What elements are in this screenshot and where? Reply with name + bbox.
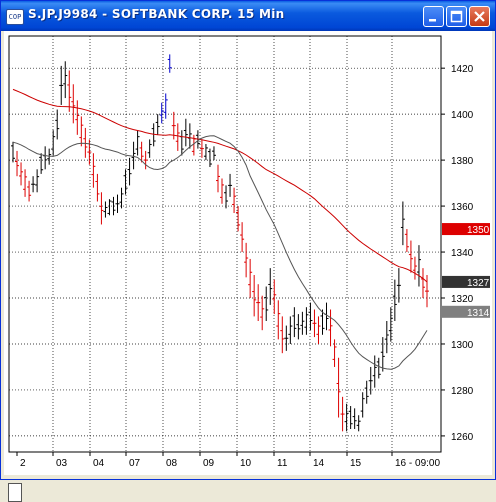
price-tag-label: 1350 bbox=[467, 225, 490, 236]
close-icon bbox=[474, 11, 485, 22]
x-tick-label: 09 bbox=[203, 458, 215, 469]
minimize-button[interactable] bbox=[423, 6, 444, 27]
y-tick-label: 1300 bbox=[451, 340, 474, 351]
x-tick-label: 15 bbox=[350, 458, 362, 469]
x-tick-label: 03 bbox=[56, 458, 68, 469]
x-tick-label: 08 bbox=[166, 458, 178, 469]
y-tick-label: 1360 bbox=[451, 202, 474, 213]
price-tag-label: 1314 bbox=[467, 308, 490, 319]
x-tick-label: 2 bbox=[20, 458, 26, 469]
x-tick-label: 10 bbox=[240, 458, 252, 469]
y-tick-label: 1420 bbox=[451, 64, 474, 75]
price-chart: 1260 1280 1300 1320 1340 1360 1380 1400 1420 2 03… bbox=[8, 35, 490, 469]
x-tick-label: 11 bbox=[277, 458, 288, 469]
ma-long-line bbox=[12, 88, 428, 283]
price-tags: 1350 1327 1314 bbox=[442, 223, 490, 319]
app-icon: COP bbox=[6, 9, 24, 25]
price-tag-ma_short bbox=[442, 305, 490, 318]
window-title: S.JP.J9984 - SOFTBANK CORP. 15 Min bbox=[28, 7, 285, 21]
price-tag-last bbox=[442, 275, 490, 288]
y-tick-label: 1400 bbox=[451, 110, 474, 121]
x-axis: 2 03 04 07 08 09 10 11 14 15 16 - 09:00 bbox=[16, 452, 440, 469]
x-tick-label: 14 bbox=[313, 458, 325, 469]
moving-averages bbox=[12, 88, 428, 370]
scroll-box[interactable] bbox=[8, 483, 22, 502]
close-button[interactable] bbox=[469, 6, 490, 27]
x-tick-label: 07 bbox=[129, 458, 141, 469]
price-tag-label: 1327 bbox=[467, 278, 490, 289]
chart-grid bbox=[9, 36, 441, 452]
ma-short-line bbox=[12, 135, 428, 370]
y-axis: 1260 1280 1300 1320 1340 1360 1380 1400 1420 bbox=[441, 64, 474, 443]
minimize-icon bbox=[429, 19, 436, 22]
y-tick-label: 1380 bbox=[451, 156, 474, 167]
maximize-button[interactable] bbox=[446, 6, 467, 27]
price-tag-ma_long bbox=[442, 223, 490, 236]
maximize-icon bbox=[450, 10, 463, 23]
x-tick-label: 04 bbox=[93, 458, 105, 469]
y-tick-label: 1260 bbox=[451, 432, 474, 443]
y-tick-label: 1320 bbox=[451, 294, 474, 305]
x-tick-label: 16 - 09:00 bbox=[395, 458, 440, 469]
title-bar[interactable]: COP S.JP.J9984 - SOFTBANK CORP. 15 Min bbox=[1, 1, 495, 31]
y-tick-label: 1340 bbox=[451, 248, 474, 259]
plot-frame bbox=[8, 35, 442, 453]
chart-area: 1260 1280 1300 1320 1340 1360 1380 1400 1420 2 03… bbox=[4, 31, 492, 502]
y-tick-label: 1280 bbox=[451, 386, 474, 397]
